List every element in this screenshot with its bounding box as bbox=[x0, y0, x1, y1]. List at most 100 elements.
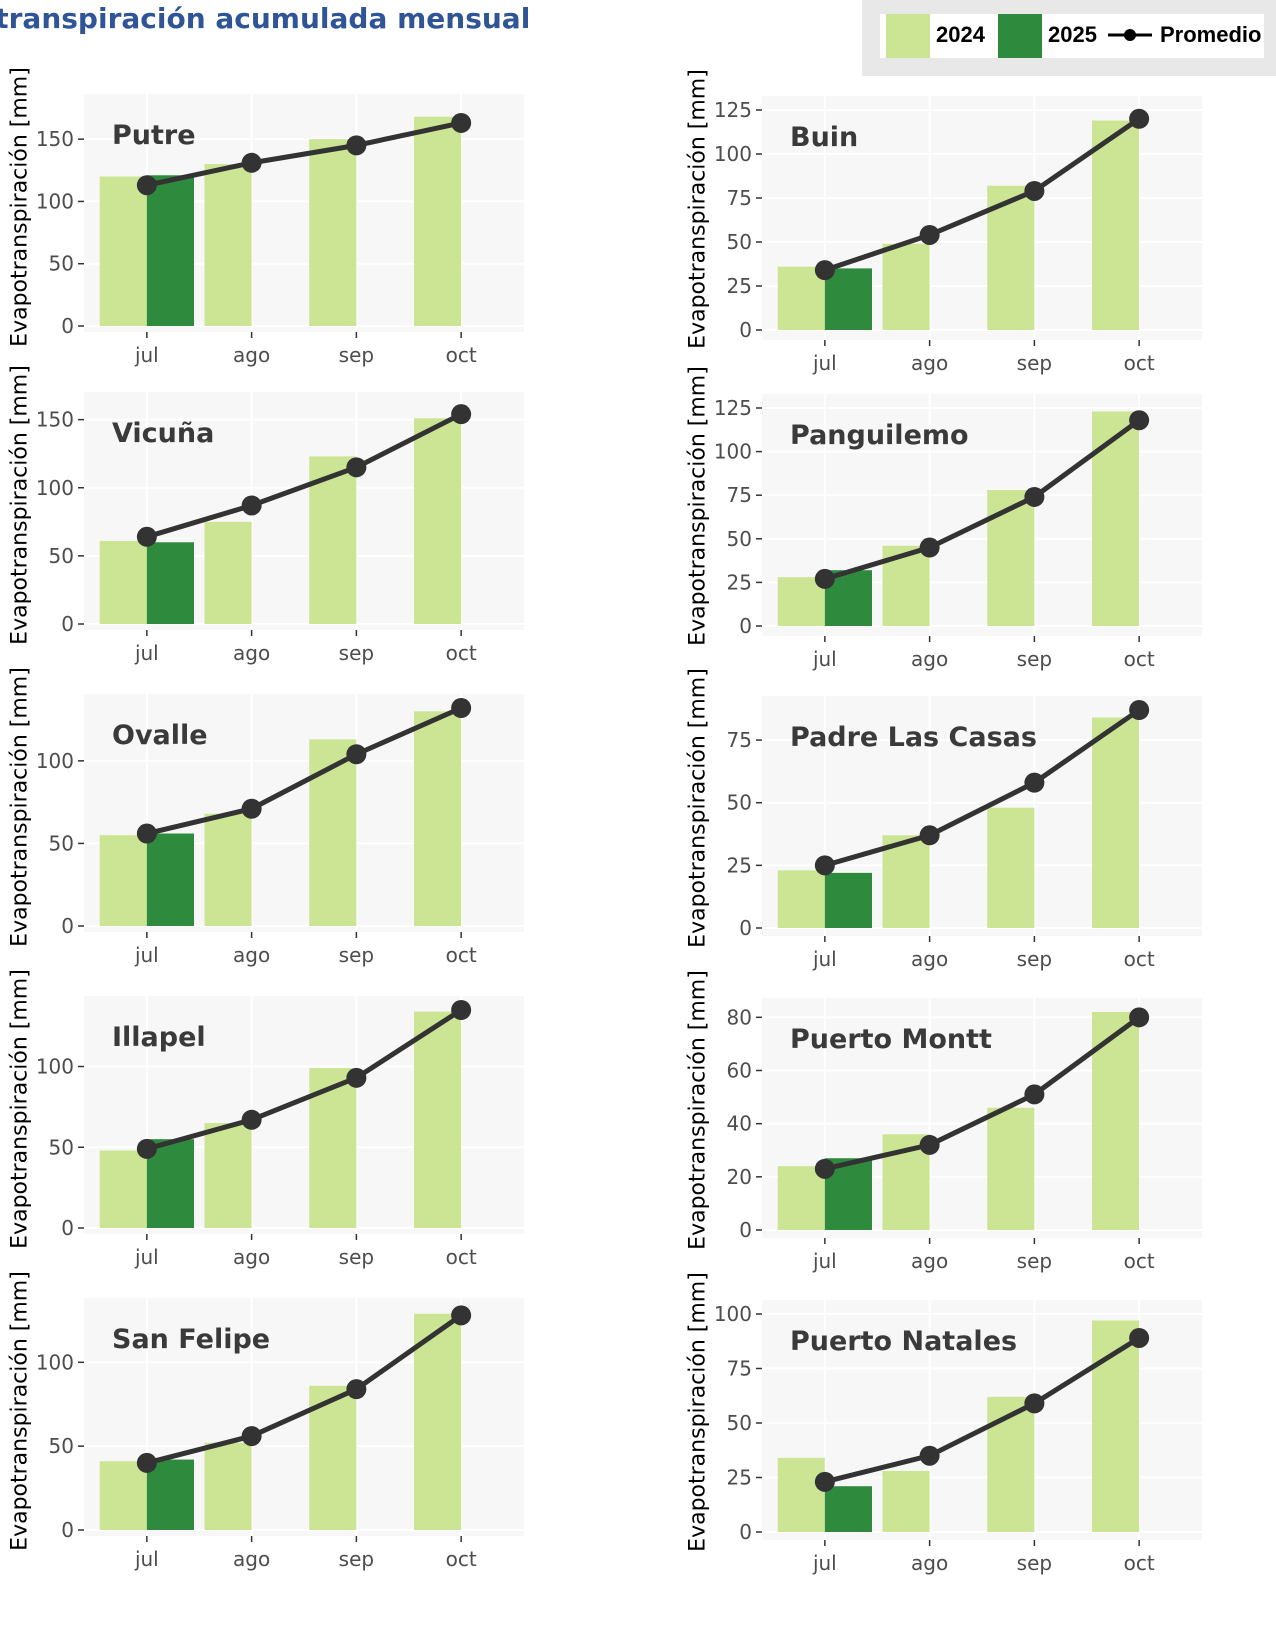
promedio-point bbox=[919, 537, 940, 558]
bar-2024 bbox=[882, 1470, 930, 1532]
y-tick-label: 0 bbox=[739, 1520, 752, 1544]
x-tick-label: jul bbox=[812, 647, 837, 671]
legend-key-2025 bbox=[998, 14, 1042, 58]
y-tick-label: 0 bbox=[61, 914, 74, 938]
bar-2024 bbox=[777, 1166, 825, 1230]
y-tick-label: 0 bbox=[61, 612, 74, 636]
bar-2025 bbox=[146, 542, 194, 624]
bar-2025 bbox=[824, 1486, 872, 1532]
x-tick-label: sep bbox=[339, 1245, 374, 1269]
y-tick-label: 75 bbox=[727, 1357, 752, 1381]
bar-2025 bbox=[824, 872, 872, 928]
promedio-point bbox=[1129, 108, 1150, 129]
legend-key-promedio bbox=[1108, 29, 1152, 41]
y-axis-label: Evapotranspiración [mm] bbox=[7, 667, 33, 947]
promedio-point bbox=[1024, 180, 1045, 201]
y-tick-label: 100 bbox=[36, 476, 74, 500]
promedio-point bbox=[346, 1067, 367, 1088]
y-axis-label-wrap: Evapotranspiración [mm] bbox=[678, 970, 718, 1250]
x-tick-label: oct bbox=[1124, 351, 1155, 375]
bar-2024 bbox=[204, 1123, 252, 1228]
y-axis-label-wrap: Evapotranspiración [mm] bbox=[678, 1272, 718, 1552]
y-tick-label: 50 bbox=[49, 1434, 74, 1458]
x-tick-label: ago bbox=[233, 641, 270, 665]
y-axis-label: Evapotranspiración [mm] bbox=[7, 1271, 33, 1551]
chart-svg: 0 50 100 jul ago sep oct bbox=[36, 694, 524, 967]
bar-2024 bbox=[309, 139, 357, 326]
y-tick-label: 150 bbox=[36, 408, 74, 432]
y-axis-label-wrap: Evapotranspiración [mm] bbox=[0, 1271, 40, 1551]
y-tick-label: 100 bbox=[714, 1302, 752, 1326]
promedio-point bbox=[136, 175, 157, 196]
chart-panel-vicu-a: Evapotranspiración [mm] 0 50 100 150 jul ago se… bbox=[0, 365, 544, 686]
promedio-point bbox=[451, 404, 472, 425]
y-axis-label: Evapotranspiración [mm] bbox=[685, 1272, 711, 1552]
x-tick-label: ago bbox=[233, 343, 270, 367]
y-axis-label-wrap: Evapotranspiración [mm] bbox=[678, 69, 718, 349]
chart-panel-illapel: Evapotranspiración [mm] 0 50 100 jul ago sep oc… bbox=[0, 969, 544, 1290]
y-tick-label: 150 bbox=[36, 127, 74, 151]
y-axis-label: Evapotranspiración [mm] bbox=[7, 969, 33, 1249]
y-axis-label-wrap: Evapotranspiración [mm] bbox=[0, 365, 40, 645]
promedio-line bbox=[146, 705, 463, 836]
y-tick-label: 75 bbox=[727, 483, 752, 507]
x-tick-label: jul bbox=[134, 641, 159, 665]
station-label: Puerto Natales bbox=[790, 1326, 1018, 1357]
station-label: Puerto Montt bbox=[790, 1024, 992, 1055]
chart-panel-san-felipe: Evapotranspiración [mm] 0 50 100 jul ago sep oc… bbox=[0, 1271, 544, 1592]
y-tick-label: 100 bbox=[36, 189, 74, 213]
station-label: Panguilemo bbox=[790, 420, 969, 451]
chart-panel-puerto-natales: Evapotranspiración [mm] 0 25 50 75 100 jul ago s… bbox=[678, 1272, 1222, 1592]
x-tick-label: sep bbox=[1017, 947, 1052, 971]
promedio-point bbox=[346, 1379, 367, 1400]
chart-panel-padre-las-casas: Evapotranspiración [mm] 0 25 50 75 jul ago sep o… bbox=[678, 668, 1222, 988]
y-axis-label: Evapotranspiración [mm] bbox=[685, 69, 711, 349]
y-tick-label: 100 bbox=[36, 1350, 74, 1374]
promedio-point bbox=[1024, 1393, 1045, 1414]
legend: 2024 2025 Promedio bbox=[862, 0, 1276, 76]
bar-2024 bbox=[1092, 1320, 1140, 1532]
promedio-point bbox=[346, 457, 367, 478]
promedio-line bbox=[824, 418, 1141, 582]
chart-panel-buin: Evapotranspiración [mm] 0 25 50 75 100 125 jul a… bbox=[678, 69, 1222, 388]
x-tick-label: sep bbox=[1017, 1249, 1052, 1273]
promedio-point bbox=[136, 526, 157, 547]
bar-2025 bbox=[146, 175, 194, 326]
bar-2024 bbox=[99, 540, 147, 624]
y-tick-label: 0 bbox=[61, 1518, 74, 1542]
y-tick-label: 25 bbox=[727, 274, 752, 298]
x-tick-label: oct bbox=[446, 1245, 477, 1269]
chart-svg: 0 25 50 75 100 jul ago sep oct bbox=[714, 1300, 1202, 1575]
promedio-point bbox=[451, 1305, 472, 1326]
chart-panel-putre: Evapotranspiración [mm] 0 50 100 150 jul ago se… bbox=[0, 67, 544, 388]
x-tick-label: sep bbox=[339, 943, 374, 967]
promedio-point bbox=[814, 1158, 835, 1179]
bar-2024 bbox=[777, 870, 825, 928]
promedio-point bbox=[241, 152, 262, 173]
y-axis-label: Evapotranspiración [mm] bbox=[7, 67, 33, 347]
y-tick-label: 50 bbox=[727, 791, 752, 815]
bar-2025 bbox=[824, 268, 872, 330]
bar-2024 bbox=[987, 1396, 1035, 1532]
promedio-point bbox=[919, 1134, 940, 1155]
y-tick-label: 50 bbox=[49, 1135, 74, 1159]
y-axis-label-wrap: Evapotranspiración [mm] bbox=[678, 366, 718, 646]
y-tick-label: 0 bbox=[61, 1216, 74, 1240]
promedio-line bbox=[146, 411, 463, 540]
x-tick-label: ago bbox=[233, 1245, 270, 1269]
x-tick-label: jul bbox=[812, 947, 837, 971]
bar-2024 bbox=[309, 1385, 357, 1530]
y-axis-label: Evapotranspiración [mm] bbox=[7, 365, 33, 645]
x-tick-label: oct bbox=[446, 1547, 477, 1571]
promedio-point bbox=[451, 1000, 472, 1020]
y-tick-label: 25 bbox=[727, 1466, 752, 1490]
bar-2024 bbox=[99, 835, 147, 926]
y-tick-label: 80 bbox=[727, 1005, 752, 1029]
promedio-point bbox=[919, 1445, 940, 1466]
y-axis-label-wrap: Evapotranspiración [mm] bbox=[0, 969, 40, 1249]
y-tick-label: 50 bbox=[49, 831, 74, 855]
promedio-point bbox=[346, 744, 367, 765]
promedio-line bbox=[146, 1007, 463, 1152]
promedio-point bbox=[451, 698, 472, 718]
promedio-line bbox=[146, 120, 462, 188]
